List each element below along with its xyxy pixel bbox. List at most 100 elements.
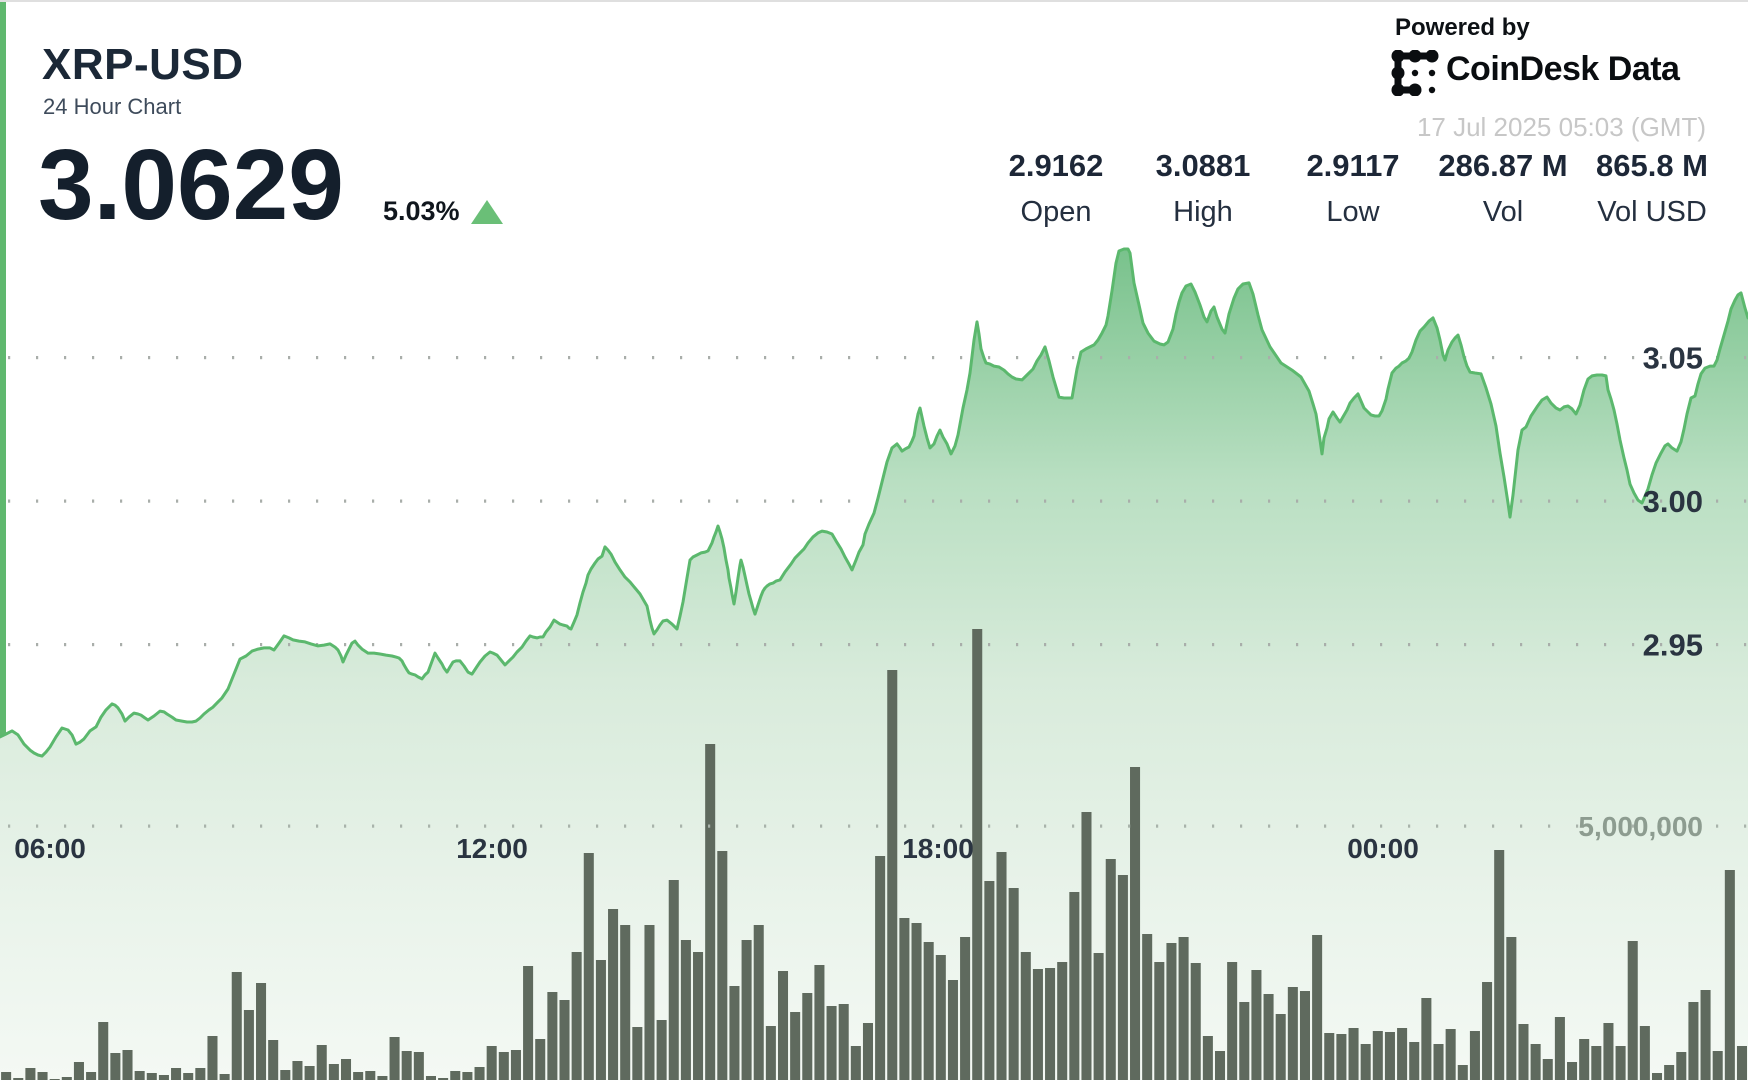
y-axis-label: 3.00 (1643, 484, 1703, 519)
volume-bar (195, 1068, 206, 1080)
volume-bar (923, 942, 934, 1080)
volume-bars (1, 629, 1747, 1080)
volume-bar (1166, 943, 1177, 1080)
volume-bar (656, 1020, 667, 1080)
x-axis-label: 18:00 (902, 833, 974, 864)
volume-bar (571, 952, 582, 1080)
volume-bar (729, 986, 740, 1080)
volume-bar (122, 1050, 133, 1080)
volume-bar (826, 1006, 837, 1080)
volume-bar (1312, 935, 1323, 1080)
volume-bar (765, 1026, 776, 1080)
stat-low: 2.9117 Low (1306, 150, 1399, 227)
volume-bar (438, 1078, 449, 1080)
stat-label: Open (1020, 196, 1092, 228)
volume-bar (1008, 888, 1019, 1080)
volume-bar (413, 1052, 424, 1080)
volume-bar (1554, 1017, 1565, 1080)
volume-bar (1130, 767, 1141, 1080)
volume-bar (1032, 969, 1043, 1080)
volume-bar (1518, 1024, 1529, 1080)
volume-bar (1299, 991, 1310, 1080)
volume-bar (777, 971, 789, 1080)
coindesk-brand-name: CoinDesk Data (1446, 50, 1680, 88)
price-line (0, 247, 1748, 758)
volume-bar (547, 992, 558, 1080)
volume-bar (1457, 1065, 1468, 1080)
volume-bar (862, 1023, 873, 1080)
volume-bar (1045, 968, 1056, 1080)
volume-bar (486, 1046, 497, 1080)
volume-bar (717, 851, 728, 1080)
gridline-dotted (8, 643, 1747, 647)
volume-bar (207, 1036, 218, 1080)
coindesk-logo-icon (1391, 49, 1439, 97)
volume-bar (1639, 1026, 1650, 1080)
volume-bar (1239, 1002, 1250, 1080)
volume-bar (1154, 962, 1165, 1080)
volume-bar (802, 993, 813, 1080)
volume-bar (1202, 1036, 1213, 1080)
volume-bar (256, 983, 267, 1080)
coindesk-data-brand[interactable]: CoinDesk Data (1391, 49, 1680, 101)
volume-bar (1700, 990, 1711, 1080)
volume-bar (535, 1039, 546, 1080)
volume-bar (1336, 1034, 1347, 1080)
volume-bar (1, 1072, 12, 1080)
volume-bar (741, 940, 752, 1080)
volume-bar (450, 1071, 461, 1080)
volume-bar (1445, 1029, 1456, 1080)
volume-bar (510, 1050, 521, 1080)
volume-bar (280, 1070, 291, 1080)
volume-bar (86, 1072, 97, 1080)
chart-timestamp: 17 Jul 2025 05:03 (GMT) (1416, 112, 1706, 142)
stat-vol: 286.87 M Vol (1438, 150, 1567, 227)
volume-bar (935, 955, 946, 1080)
y-axis-label: 3.05 (1643, 341, 1703, 376)
chart-subtitle: 24 Hour Chart (43, 94, 182, 119)
volume-bar (1287, 987, 1298, 1080)
x-axis-label: 12:00 (456, 833, 528, 864)
volume-bar (838, 1004, 849, 1080)
volume-bar (25, 1068, 36, 1080)
volume-bar (972, 629, 983, 1080)
volume-bar (183, 1073, 194, 1080)
volume-bar (498, 1052, 509, 1080)
volume-bar (559, 1000, 570, 1080)
stat-value: 2.9117 (1306, 148, 1400, 183)
gridline-dotted (8, 499, 1747, 503)
volume-bar (668, 880, 679, 1080)
volume-bar (814, 965, 825, 1080)
volume-bar (219, 1074, 230, 1080)
volume-bar (1724, 870, 1735, 1080)
volume-bar (1263, 994, 1274, 1080)
volume-bar (996, 852, 1007, 1080)
volume-bar (1372, 1031, 1383, 1080)
volume-bar (353, 1072, 364, 1080)
powered-by-label: Powered by (1395, 14, 1530, 41)
volume-bar (401, 1051, 412, 1080)
volume-bar (1397, 1028, 1408, 1080)
gridline-dotted (8, 356, 1747, 360)
volume-bar (1469, 1031, 1480, 1080)
volume-bar (1093, 953, 1104, 1080)
price-change-percent: 5.03% (383, 196, 460, 226)
stat-value: 865.8 M (1595, 148, 1709, 183)
volume-bar (875, 856, 886, 1080)
volume-bar (887, 670, 898, 1080)
stat-open: 2.9162 Open (1009, 150, 1104, 227)
stat-high: 3.0881 High (1156, 150, 1251, 227)
volume-bar (292, 1061, 303, 1080)
volume-bar (1275, 1014, 1286, 1080)
volume-bar (911, 923, 922, 1080)
volume-bar (899, 918, 910, 1080)
volume-bar (680, 940, 691, 1080)
volume-bar (1057, 962, 1068, 1080)
volume-bar (1324, 1033, 1335, 1080)
volume-bar (1178, 937, 1189, 1080)
volume-bar (1020, 952, 1031, 1080)
volume-bar (583, 853, 594, 1080)
volume-bar (13, 1078, 24, 1080)
stat-label: High (1173, 196, 1233, 228)
